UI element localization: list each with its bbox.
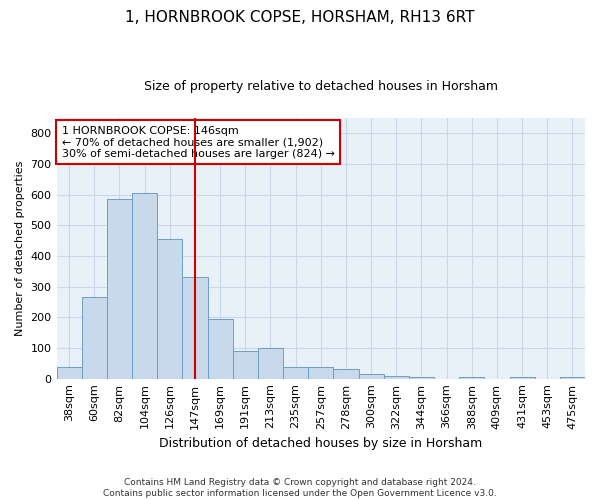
Bar [233,351,258,378]
Bar [560,377,585,378]
X-axis label: Distribution of detached houses by size in Horsham: Distribution of detached houses by size … [159,437,482,450]
Text: 1 HORNBROOK COPSE: 146sqm
← 70% of detached houses are smaller (1,902)
30% of se: 1 HORNBROOK COPSE: 146sqm ← 70% of detac… [62,126,335,159]
Title: Size of property relative to detached houses in Horsham: Size of property relative to detached ho… [144,80,498,93]
Bar [132,193,157,378]
Bar [308,367,334,378]
Text: 1, HORNBROOK COPSE, HORSHAM, RH13 6RT: 1, HORNBROOK COPSE, HORSHAM, RH13 6RT [125,10,475,25]
Text: Contains HM Land Registry data © Crown copyright and database right 2024.
Contai: Contains HM Land Registry data © Crown c… [103,478,497,498]
Bar [107,199,132,378]
Bar [334,369,359,378]
Bar [359,374,383,378]
Bar [409,377,434,378]
Y-axis label: Number of detached properties: Number of detached properties [15,160,25,336]
Bar [383,376,409,378]
Bar [182,278,208,378]
Bar [509,377,535,378]
Bar [56,367,82,378]
Bar [157,239,182,378]
Bar [208,319,233,378]
Bar [459,377,484,378]
Bar [82,298,107,378]
Bar [258,348,283,378]
Bar [283,367,308,378]
